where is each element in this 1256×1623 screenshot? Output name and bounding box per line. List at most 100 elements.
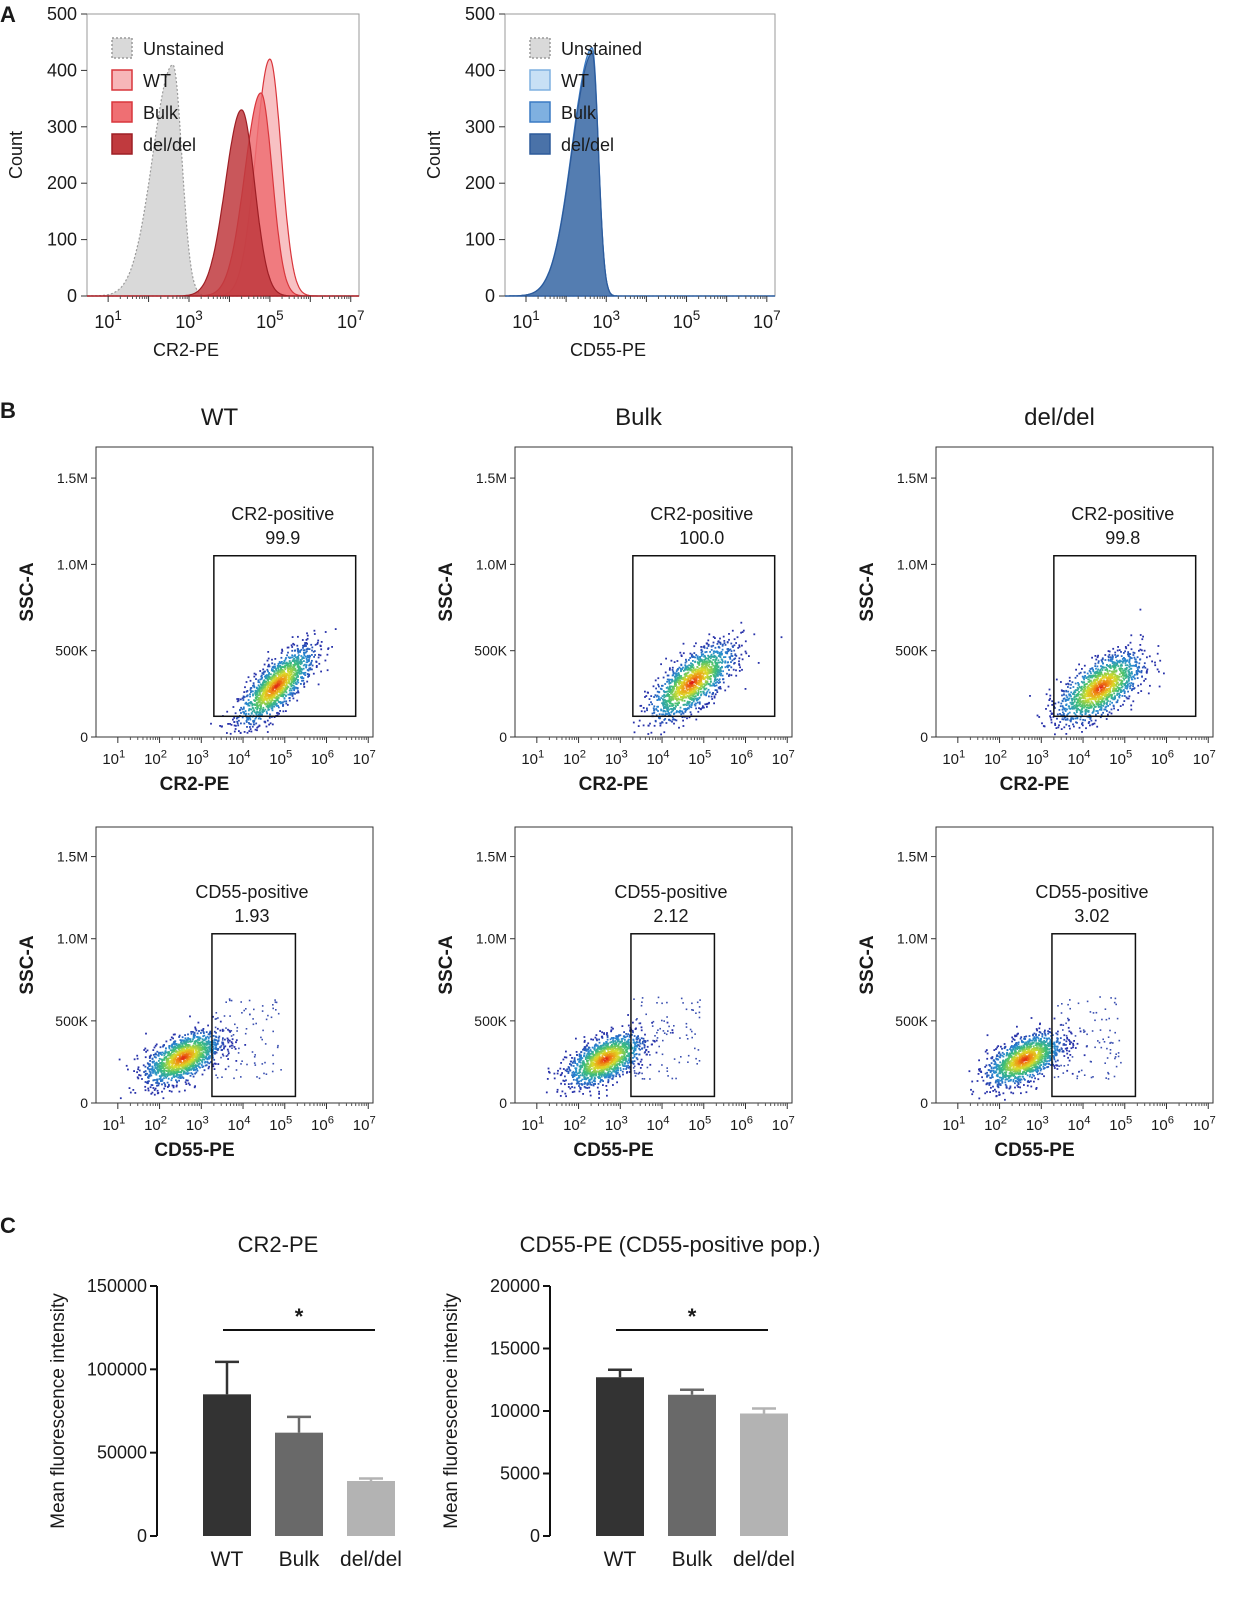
event-dot (291, 679, 294, 681)
event-dot (206, 1053, 208, 1055)
event-dot (681, 681, 683, 683)
event-dot (665, 722, 668, 724)
event-dot (210, 1041, 212, 1043)
event-dot (259, 711, 262, 714)
event-dot (684, 664, 687, 667)
event-dot (279, 690, 282, 693)
event-dot (672, 686, 674, 689)
event-dot (193, 1045, 195, 1048)
event-dot (729, 657, 732, 660)
event-dot (167, 1070, 170, 1073)
event-dot (249, 689, 252, 691)
event-dot (284, 681, 286, 684)
event-dot (698, 707, 700, 709)
event-dot (267, 663, 270, 666)
event-dot (208, 1031, 211, 1034)
event-dot (272, 692, 275, 694)
event-dot (733, 638, 736, 641)
event-dot (243, 711, 246, 714)
event-dot (263, 688, 266, 691)
event-dot (319, 645, 322, 647)
event-dot (249, 701, 252, 703)
event-dot (662, 699, 665, 702)
event-dot (692, 667, 695, 670)
event-dot (272, 1004, 274, 1006)
event-dot (704, 688, 706, 691)
event-dot (153, 1064, 156, 1067)
event-dot (185, 1042, 188, 1044)
event-dot (276, 677, 278, 680)
event-dot (179, 1077, 181, 1079)
event-dot (738, 657, 741, 660)
y-tick-label: 0 (485, 286, 495, 306)
event-dot (650, 731, 653, 734)
event-dot (702, 653, 705, 656)
event-dot (320, 648, 323, 651)
event-dot (305, 657, 308, 660)
event-dot (716, 661, 718, 664)
event-dot (716, 691, 719, 693)
event-dot (294, 660, 296, 662)
event-dot (280, 669, 283, 672)
event-dot (735, 642, 737, 644)
event-dot (237, 1052, 240, 1054)
event-dot (280, 652, 283, 654)
event-dot (264, 683, 266, 686)
event-dot (724, 656, 727, 658)
event-dot (252, 682, 255, 685)
event-dot (719, 643, 722, 645)
event-dot (144, 1089, 147, 1092)
event-dot (713, 680, 716, 683)
event-dot (295, 660, 298, 663)
event-dot (287, 670, 289, 673)
event-dot (176, 1074, 178, 1077)
event-dot (744, 640, 747, 643)
event-dot (719, 674, 722, 677)
event-dot (693, 693, 696, 695)
event-dot (178, 1045, 181, 1048)
event-dot (297, 650, 299, 652)
event-dot (230, 1044, 233, 1047)
event-dot (290, 681, 293, 684)
event-dot (200, 1049, 203, 1052)
event-dot (181, 1064, 184, 1066)
event-dot (290, 680, 293, 682)
event-dot (701, 683, 704, 686)
event-dot (193, 1068, 195, 1070)
event-dot (697, 670, 700, 673)
event-dot (704, 703, 707, 706)
event-dot (733, 644, 736, 647)
event-dot (179, 1039, 182, 1041)
event-dot (169, 1070, 172, 1073)
event-dot (197, 1021, 200, 1024)
event-dot (152, 1054, 155, 1056)
event-dot (170, 1036, 173, 1039)
event-dot (668, 668, 671, 671)
event-dot (161, 1067, 163, 1070)
event-dot (249, 693, 251, 696)
event-dot (170, 1066, 173, 1069)
event-dot (221, 1028, 224, 1031)
event-dot (192, 1054, 195, 1057)
event-dot (314, 643, 317, 646)
event-dot (279, 673, 282, 676)
event-dot (296, 647, 299, 650)
event-dot (714, 659, 717, 661)
x-tick-label: 107 (353, 748, 376, 768)
event-dot (719, 637, 721, 640)
event-dot (721, 653, 723, 655)
event-dot (269, 713, 271, 716)
event-dot (757, 662, 760, 664)
event-dot (655, 714, 658, 717)
event-dot (237, 724, 240, 727)
event-dot (647, 724, 650, 727)
event-dot (726, 641, 729, 643)
event-dot (672, 671, 675, 674)
event-dot (177, 1073, 179, 1076)
event-dot (688, 688, 691, 691)
event-dot (691, 692, 693, 694)
event-dot (166, 1061, 169, 1063)
event-dot (283, 660, 286, 662)
event-dot (701, 650, 704, 653)
event-dot (193, 1053, 196, 1056)
